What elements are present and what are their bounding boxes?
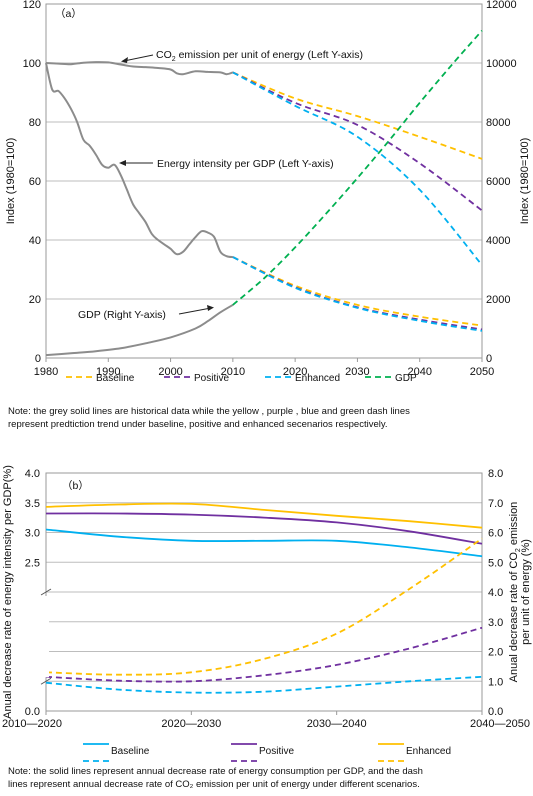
panel-b-axis-break-mark (40, 677, 52, 685)
panel-a-chart: 0204060801001200200040006000800010000120… (5, 0, 531, 430)
panel-b-right-tick-label: 3.0 (488, 617, 503, 629)
annotation-gdp-arrow (178, 307, 212, 315)
panel-a-right-tick-label: 2000 (486, 294, 510, 306)
panel-b-right-tick-label: 4.0 (488, 587, 503, 599)
panel-a-right-tick-label: 10000 (486, 58, 517, 70)
series-enhanced-intensity-solid-line (45, 502, 483, 529)
panel-a-left-tick-label: 80 (29, 117, 41, 129)
panel-b-note-line-2: lines represent annual decrease rate of … (8, 779, 420, 790)
series-baseline-co2-line (232, 71, 483, 160)
panel-b-category-label: 2040—2050 (470, 718, 530, 730)
panel-a-right-tick-label: 8000 (486, 117, 510, 129)
legend-enhanced-label: Enhanced (406, 746, 451, 757)
panel-b-category-label: 2020—2030 (161, 718, 221, 730)
legend-positive-label: Positive (194, 373, 229, 384)
panel-a-right-tick-label: 12000 (486, 0, 517, 11)
panel-a-left-axis-label: Index (1980=100) (5, 138, 17, 225)
annotation-intensity-arrowhead (119, 160, 126, 166)
series-enhanced-co2-dash-line (45, 537, 483, 676)
panel-b-axis-break-gap (43, 596, 49, 678)
series-baseline-intensity-solid-line (45, 528, 483, 558)
panel-a-label: （a） (55, 8, 82, 20)
panel-a-left-tick-label: 40 (29, 235, 41, 247)
panel-b-right-tick-label: 8.0 (488, 468, 503, 480)
panel-a-x-tick-label: 1990 (96, 366, 120, 378)
panel-a-left-tick-label: 100 (23, 58, 41, 70)
series-positive-intensity-solid-line (45, 512, 483, 545)
annotation-gdp: GDP (Right Y-axis) (78, 309, 166, 321)
series-positive-intensity-line (232, 256, 483, 331)
panel-b-chart: 0.0 2.5 3.0 3.5 4.0 0.0 1.0 2.0 3.0 4.0 5.0 6.0 7.0 8… (2, 465, 532, 790)
series-enhanced-co2-line (232, 71, 483, 266)
panel-a-x-tick-label: 2050 (470, 366, 494, 378)
series-positive-co2-line (232, 71, 483, 212)
series-positive-co2-dash-line (45, 626, 483, 683)
panel-b-right-tick-label: 5.0 (488, 557, 503, 569)
panel-b-right-tick-label: 1.0 (488, 676, 503, 688)
series-enhanced-intensity-line (232, 256, 483, 332)
panel-b-right-tick-label: 2.0 (488, 647, 503, 659)
history-energy-intensity-line (45, 62, 233, 259)
panel-b-left-tick-label: 3.0 (25, 528, 40, 540)
panel-a-x-tick-label: 2010 (221, 366, 245, 378)
panel-a-right-tick-label: 4000 (486, 235, 510, 247)
annotation-co2-arrowhead (121, 57, 128, 63)
panel-a-note-line-1: Note: the grey solid lines are historica… (8, 406, 410, 417)
annotation-gdp-arrowhead (207, 305, 214, 311)
panel-a-left-tick-label: 120 (23, 0, 41, 11)
panel-a-note-line-2: represent predtiction trend under baseli… (8, 419, 388, 430)
panel-a-right-tick-label: 0 (486, 353, 492, 365)
panel-a-x-tick-label: 1980 (34, 366, 58, 378)
panel-b-category-label: 2030—2040 (307, 718, 367, 730)
panel-b-right-axis-label-line-2: per unit of energy (%) (520, 539, 532, 645)
panel-b-left-tick-label: 0.0 (25, 706, 40, 718)
panel-a-plot-frame (45, 3, 483, 359)
annotation-energy-intensity: Energy intensity per GDP (Left Y-axis) (157, 158, 334, 170)
panel-a-left-tick-label: 0 (35, 353, 41, 365)
history-gdp-line (45, 304, 234, 357)
panel-b-right-tick-label: 7.0 (488, 498, 503, 510)
panel-a-right-tick-label: 6000 (486, 176, 510, 188)
history-co2-line (45, 61, 234, 76)
panel-b-right-tick-label: 0.0 (488, 706, 503, 718)
panel-a-x-tick-label: 2030 (345, 366, 369, 378)
panel-b-note-line-1: Note: the solid lines represent annual d… (8, 766, 423, 777)
panel-b-axis-break-mark (40, 588, 52, 596)
panel-a-left-tick-label: 60 (29, 176, 41, 188)
legend-gdp-label: GDP (395, 373, 417, 384)
panel-b-left-axis-label: Anual decrease rate of energy intensity … (2, 465, 14, 719)
panel-b-left-tick-label: 2.5 (25, 557, 40, 569)
legend-baseline-label: Baseline (96, 373, 135, 384)
panel-a-x-tick-label: 2000 (158, 366, 182, 378)
panel-a-x-tick-label: 2020 (283, 366, 307, 378)
series-baseline-intensity-line (232, 256, 483, 327)
panel-b-left-tick-label: 3.5 (25, 498, 40, 510)
annotation-co2-emission: CO2 emission per unit of energy (Left Y-… (156, 49, 363, 63)
annotation-co2-arrow (123, 54, 154, 62)
panel-b-left-tick-label: 4.0 (25, 468, 40, 480)
legend-baseline-label: Baseline (111, 746, 150, 757)
panel-a-left-tick-label: 20 (29, 294, 41, 306)
legend-enhanced-label: Enhanced (295, 373, 340, 384)
legend-positive-label: Positive (259, 746, 294, 757)
panel-a-right-axis-label: Index (1980=100) (519, 138, 531, 225)
series-gdp-gdp-line (232, 30, 483, 306)
panel-b-label: （b） (62, 480, 89, 492)
panel-b-category-label: 2010—2020 (2, 718, 62, 730)
panel-a-x-tick-label: 2040 (407, 366, 431, 378)
series-baseline-co2-dash-line (45, 675, 483, 694)
panel-b-right-axis-label-line-1: Anual decrease rate of CO2 emission (508, 502, 522, 683)
panel-b-right-tick-label: 6.0 (488, 528, 503, 540)
